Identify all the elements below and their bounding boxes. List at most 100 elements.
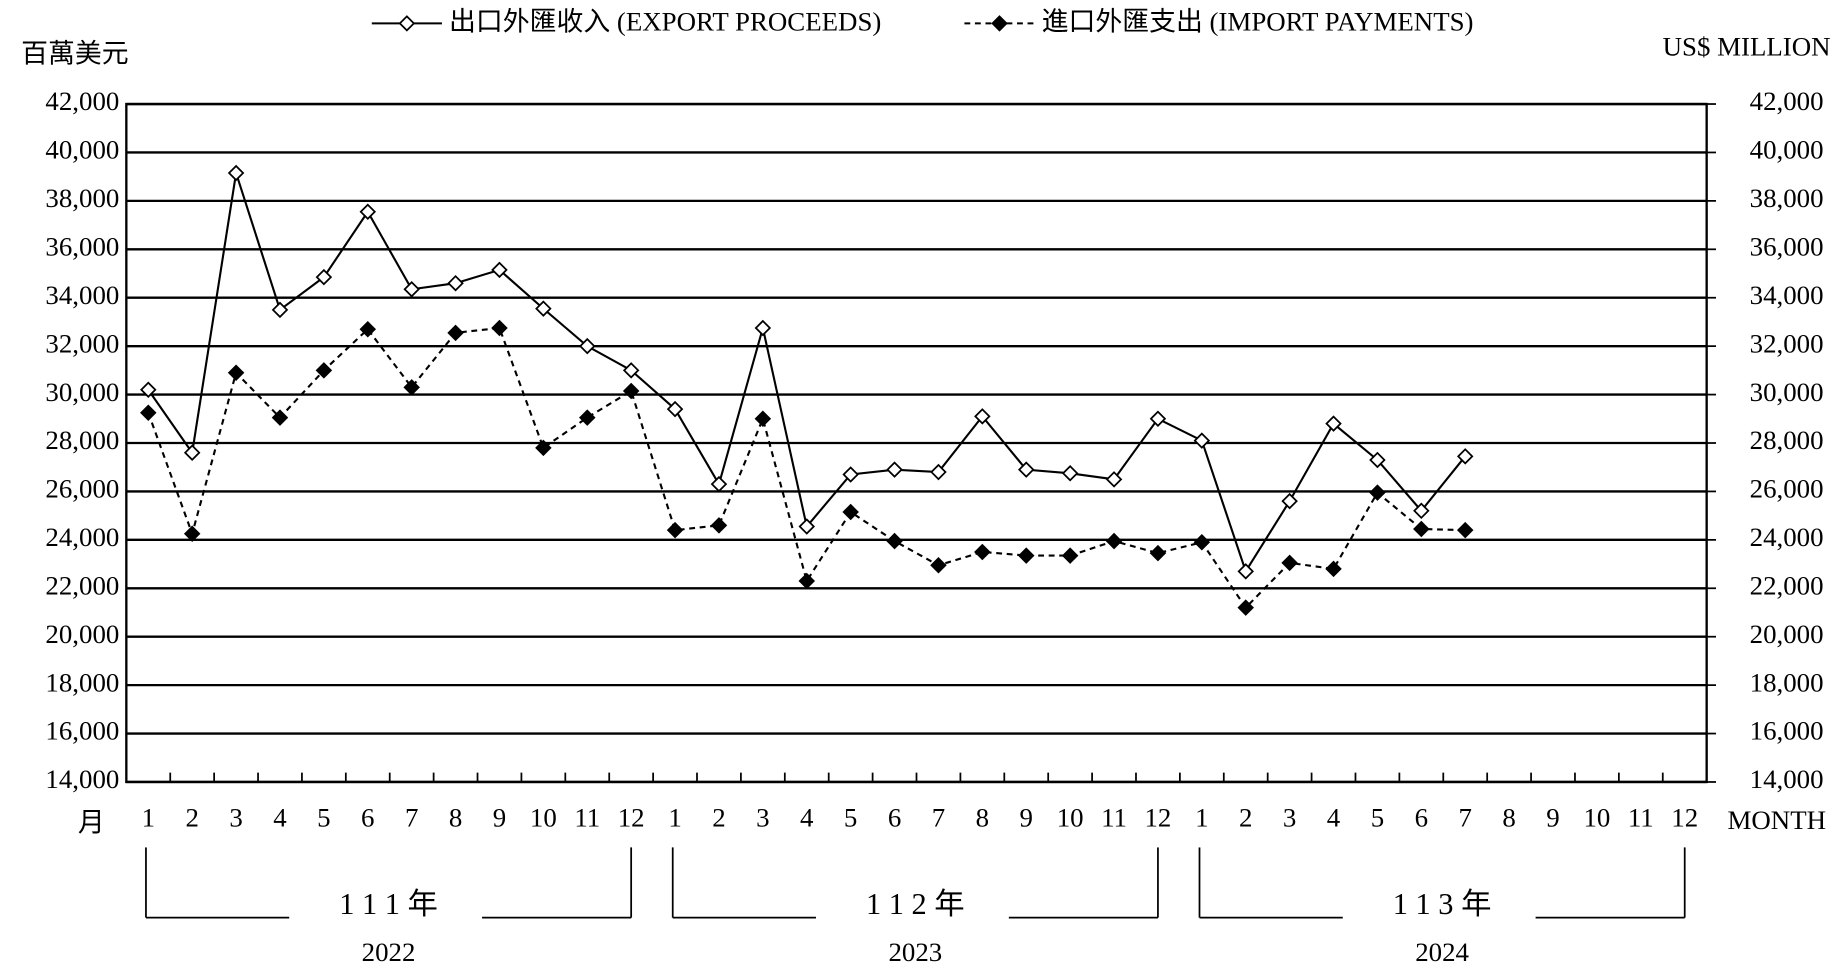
y2-tick-label: 16,000 <box>1750 716 1824 746</box>
legend-marker <box>398 15 416 32</box>
y2-tick-label: 18,000 <box>1750 667 1824 697</box>
point <box>1193 432 1211 449</box>
x-tick-label: 3 <box>1283 803 1296 833</box>
point <box>1369 451 1386 469</box>
x-tick-label: 8 <box>1502 803 1515 833</box>
y-tick-label: 30,000 <box>45 377 119 407</box>
point <box>1017 547 1035 564</box>
point <box>1325 560 1342 578</box>
point <box>886 532 903 550</box>
y-tick-label: 20,000 <box>45 619 119 649</box>
point <box>666 400 684 418</box>
x-tick-label: 10 <box>1583 803 1610 833</box>
x-tick-label: 10 <box>530 803 557 833</box>
point <box>227 164 245 182</box>
point <box>359 203 377 221</box>
point <box>183 525 201 543</box>
y-tick-label: 14,000 <box>45 764 119 794</box>
x-tick-label: 6 <box>888 803 901 833</box>
x-tick-label: 2 <box>712 803 725 833</box>
point <box>666 521 684 539</box>
point <box>842 466 859 483</box>
y-axis-label: 百萬美元 <box>21 38 129 68</box>
point <box>622 362 640 379</box>
point <box>140 381 157 398</box>
legend-label: 進口外匯支出 (IMPORT PAYMENTS) <box>1042 7 1474 37</box>
x-tick-label: 2 <box>185 803 198 833</box>
y2-tick-label: 30,000 <box>1750 377 1824 407</box>
point <box>1149 544 1167 562</box>
point <box>1281 554 1298 572</box>
y2-tick-label: 34,000 <box>1750 280 1824 310</box>
point <box>535 439 552 457</box>
y2-tick-label: 22,000 <box>1750 570 1824 600</box>
point <box>140 404 157 421</box>
year-label: 2023 <box>888 937 942 967</box>
x-tick-label: 8 <box>449 803 462 833</box>
y-tick-label: 32,000 <box>45 328 119 358</box>
point <box>754 319 772 337</box>
point <box>359 320 377 338</box>
x-tick-label: 11 <box>1101 803 1127 833</box>
point <box>1413 502 1430 520</box>
y2-tick-label: 28,000 <box>1750 425 1824 455</box>
point <box>227 364 245 382</box>
point <box>403 281 420 298</box>
point <box>1193 534 1211 551</box>
series-line <box>147 172 1467 574</box>
point <box>754 410 772 428</box>
point <box>842 503 859 521</box>
group-label: 1 1 3 年 <box>1393 887 1492 921</box>
x-tick-label: 10 <box>1057 803 1084 833</box>
point <box>1456 521 1474 539</box>
x-tick-label: 12 <box>1671 803 1698 833</box>
x-tick-label: 6 <box>1415 803 1428 833</box>
point <box>183 444 201 461</box>
point <box>1149 410 1167 428</box>
point <box>886 461 903 478</box>
y-tick-label: 22,000 <box>45 570 119 600</box>
y2-tick-label: 40,000 <box>1750 135 1824 165</box>
point <box>1061 465 1079 482</box>
point <box>1369 484 1386 501</box>
point <box>974 408 991 425</box>
y2-tick-label: 42,000 <box>1750 86 1824 116</box>
x2-axis-label: MONTH <box>1728 805 1827 835</box>
y2-tick-label: 14,000 <box>1750 764 1824 794</box>
x-tick-label: 1 <box>1195 803 1208 833</box>
point <box>710 475 728 493</box>
point <box>403 379 420 396</box>
y-tick-label: 38,000 <box>45 183 119 213</box>
group-label: 1 1 1 年 <box>339 887 438 921</box>
point <box>1413 520 1430 538</box>
y-tick-label: 42,000 <box>45 86 119 116</box>
x-tick-label: 4 <box>800 803 814 833</box>
point <box>798 572 816 590</box>
x-tick-label: 2 <box>1239 803 1252 833</box>
x-tick-label: 12 <box>618 803 645 833</box>
point <box>535 300 552 317</box>
x-tick-label: 7 <box>932 803 945 833</box>
x-tick-label: 4 <box>273 803 287 833</box>
x-tick-label: 3 <box>756 803 769 833</box>
point <box>579 409 596 426</box>
point <box>1105 471 1123 488</box>
x-axis-label: 月 <box>78 807 105 837</box>
x-tick-label: 11 <box>1628 803 1654 833</box>
point <box>710 517 728 534</box>
y2-axis-label: US$ MILLION <box>1663 31 1831 61</box>
x-tick-label: 5 <box>1371 803 1384 833</box>
y-tick-label: 36,000 <box>45 231 119 261</box>
point <box>315 268 333 286</box>
y-tick-label: 34,000 <box>45 280 119 310</box>
x-tick-label: 6 <box>361 803 374 833</box>
y-tick-label: 26,000 <box>45 474 119 504</box>
y-tick-label: 16,000 <box>45 716 119 746</box>
y2-tick-label: 32,000 <box>1750 328 1824 358</box>
year-label: 2022 <box>362 937 416 967</box>
point <box>1237 599 1254 616</box>
x-tick-label: 9 <box>493 803 506 833</box>
x-tick-label: 8 <box>976 803 989 833</box>
y-tick-label: 24,000 <box>45 522 119 552</box>
